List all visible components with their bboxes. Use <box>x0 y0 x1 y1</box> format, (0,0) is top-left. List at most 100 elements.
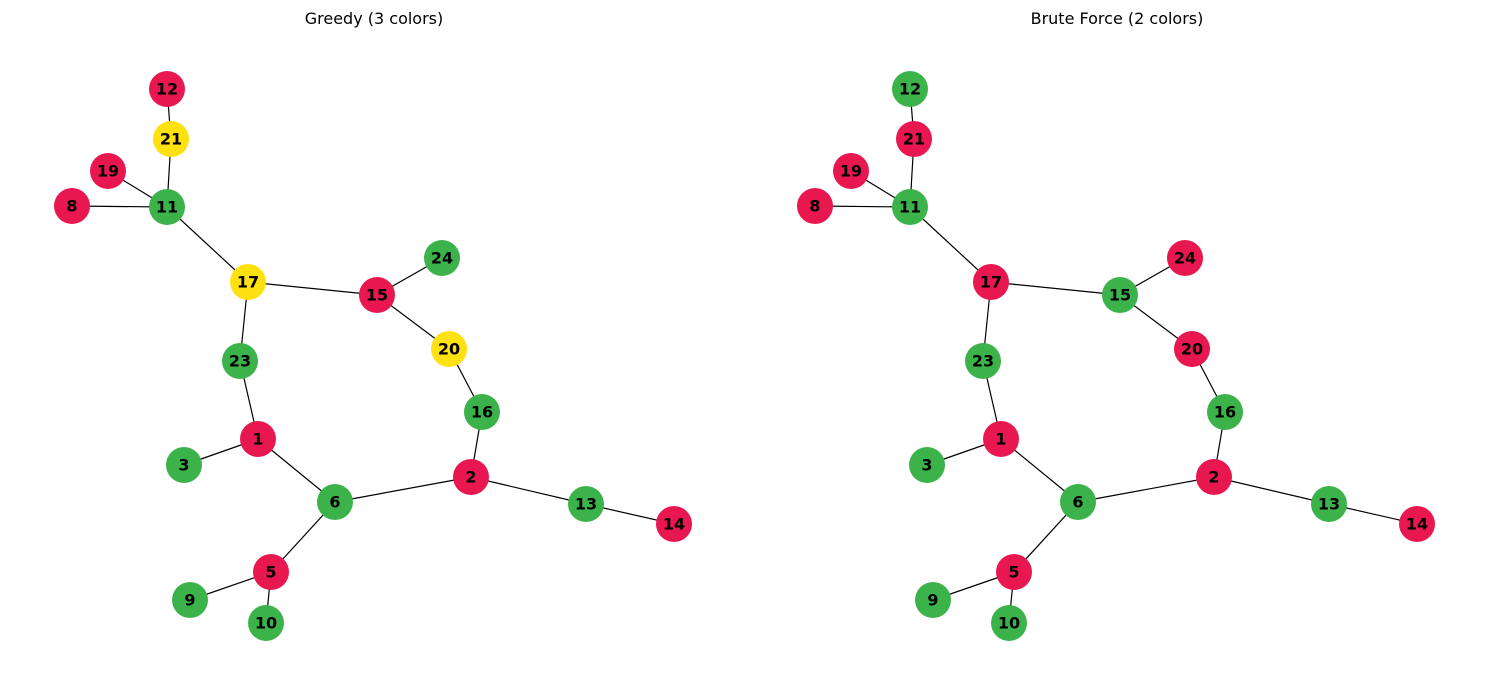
node-19: 19 <box>833 153 869 189</box>
node-circle-21 <box>896 121 932 157</box>
node-circle-5 <box>253 554 289 590</box>
node-1: 1 <box>240 421 276 457</box>
node-24: 24 <box>1167 240 1203 276</box>
node-circle-15 <box>359 277 395 313</box>
node-11: 11 <box>892 189 928 225</box>
edge-6-2 <box>334 476 472 503</box>
node-circle-14 <box>656 506 692 542</box>
node-5: 5 <box>996 554 1032 590</box>
greedy-edges <box>71 88 675 624</box>
node-label-17: 17 <box>237 273 259 292</box>
node-label-12: 12 <box>899 80 921 99</box>
node-label-16: 16 <box>471 403 493 422</box>
node-8: 8 <box>797 188 833 224</box>
node-label-15: 15 <box>366 286 388 305</box>
node-circle-9 <box>172 582 208 618</box>
node-circle-8 <box>797 188 833 224</box>
node-label-9: 9 <box>184 591 195 610</box>
edge-6-2 <box>1077 476 1215 503</box>
edge-11-17 <box>166 206 249 283</box>
node-circle-6 <box>317 484 353 520</box>
node-circle-3 <box>909 447 945 483</box>
node-circle-23 <box>965 343 1001 379</box>
node-circle-8 <box>54 188 90 224</box>
node-label-14: 14 <box>1406 515 1428 534</box>
node-1: 1 <box>983 421 1019 457</box>
node-circle-12 <box>149 71 185 107</box>
node-10: 10 <box>248 605 284 641</box>
node-label-9: 9 <box>927 591 938 610</box>
node-label-3: 3 <box>921 456 932 475</box>
brute-force-edges <box>814 88 1418 624</box>
node-circle-3 <box>166 447 202 483</box>
node-label-11: 11 <box>899 198 921 217</box>
node-6: 6 <box>1060 484 1096 520</box>
node-17: 17 <box>973 264 1009 300</box>
node-20: 20 <box>431 331 467 367</box>
node-circle-21 <box>153 121 189 157</box>
node-21: 21 <box>896 121 932 157</box>
node-circle-19 <box>833 153 869 189</box>
node-label-6: 6 <box>1072 493 1083 512</box>
node-9: 9 <box>915 582 951 618</box>
node-circle-13 <box>568 486 604 522</box>
node-circle-17 <box>230 264 266 300</box>
node-23: 23 <box>965 343 1001 379</box>
node-label-10: 10 <box>255 614 277 633</box>
node-circle-10 <box>248 605 284 641</box>
node-20: 20 <box>1174 331 1210 367</box>
edge-17-15 <box>990 281 1121 296</box>
node-5: 5 <box>253 554 289 590</box>
node-label-24: 24 <box>431 249 453 268</box>
node-3: 3 <box>166 447 202 483</box>
node-circle-10 <box>991 605 1027 641</box>
node-21: 21 <box>153 121 189 157</box>
node-label-11: 11 <box>156 198 178 217</box>
node-15: 15 <box>1102 277 1138 313</box>
node-label-14: 14 <box>663 515 685 534</box>
node-19: 19 <box>90 153 126 189</box>
node-label-5: 5 <box>1008 563 1019 582</box>
node-circle-2 <box>453 459 489 495</box>
node-label-1: 1 <box>995 430 1006 449</box>
node-label-24: 24 <box>1174 249 1196 268</box>
node-23: 23 <box>222 343 258 379</box>
node-label-15: 15 <box>1109 286 1131 305</box>
edge-17-15 <box>247 281 378 296</box>
brute-force-panel: Brute Force (2 colors) 12356891011121314… <box>797 9 1435 641</box>
node-label-8: 8 <box>66 197 77 216</box>
node-label-8: 8 <box>809 197 820 216</box>
node-label-17: 17 <box>980 273 1002 292</box>
node-circle-6 <box>1060 484 1096 520</box>
edge-11-17 <box>909 206 992 283</box>
node-circle-19 <box>90 153 126 189</box>
greedy-panel: Greedy (3 colors) 1235689101112131415161… <box>54 9 692 641</box>
node-circle-1 <box>983 421 1019 457</box>
node-circle-11 <box>892 189 928 225</box>
node-24: 24 <box>424 240 460 276</box>
node-2: 2 <box>453 459 489 495</box>
greedy-panel-title: Greedy (3 colors) <box>305 9 444 28</box>
node-13: 13 <box>1311 486 1347 522</box>
node-14: 14 <box>1399 506 1435 542</box>
node-label-2: 2 <box>465 468 476 487</box>
node-circle-2 <box>1196 459 1232 495</box>
edge-2-13 <box>1213 476 1330 505</box>
node-label-1: 1 <box>252 430 263 449</box>
node-label-16: 16 <box>1214 403 1236 422</box>
node-label-19: 19 <box>97 162 119 181</box>
node-label-20: 20 <box>1181 340 1203 359</box>
brute-force-panel-title: Brute Force (2 colors) <box>1031 9 1204 28</box>
node-circle-13 <box>1311 486 1347 522</box>
node-11: 11 <box>149 189 185 225</box>
node-9: 9 <box>172 582 208 618</box>
node-12: 12 <box>892 71 928 107</box>
node-2: 2 <box>1196 459 1232 495</box>
node-label-21: 21 <box>903 130 925 149</box>
node-circle-24 <box>1167 240 1203 276</box>
node-circle-20 <box>1174 331 1210 367</box>
node-label-20: 20 <box>438 340 460 359</box>
